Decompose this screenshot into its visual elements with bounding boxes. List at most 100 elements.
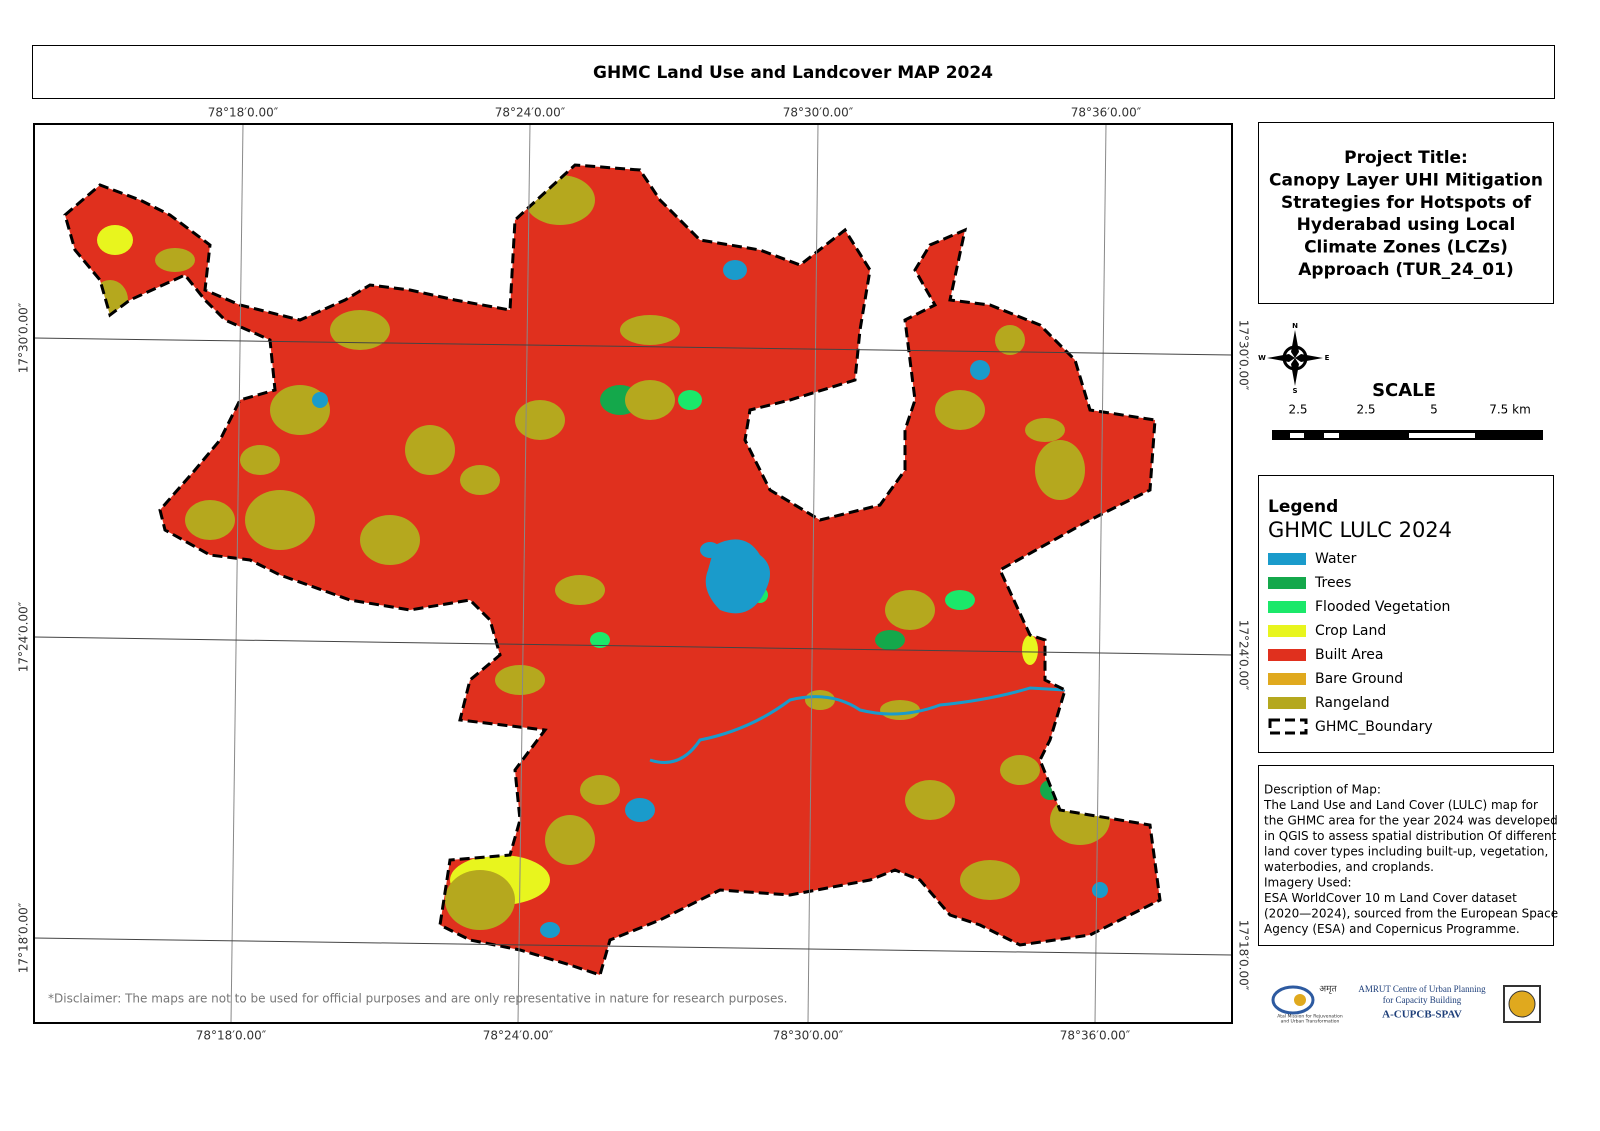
land-cover-patch — [555, 575, 605, 605]
map-title: GHMC Land Use and Landcover MAP 2024 — [593, 63, 993, 83]
amrut-hindi: अमृत — [1319, 985, 1337, 995]
land-cover-patch — [885, 590, 935, 630]
land-cover-patch — [580, 775, 620, 805]
legend-swatch — [1268, 601, 1306, 613]
land-cover-patch — [678, 390, 702, 410]
longitude-label: 78°24′0.00″ — [483, 1029, 554, 1043]
land-cover-patches — [92, 175, 1110, 938]
graticule-line — [517, 124, 531, 1023]
amrut-caption: Atal Mission for Rejuvenation — [1277, 1014, 1343, 1020]
legend-label: Flooded Vegetation — [1315, 599, 1450, 615]
centre-name: for Capacity Building — [1383, 995, 1462, 1005]
latitude-label: 17°24′0.00″ — [17, 601, 31, 672]
project-title-line: Climate Zones (LCZs) — [1304, 238, 1508, 258]
land-cover-patch — [1092, 882, 1108, 898]
land-cover-patch — [1035, 440, 1085, 500]
land-cover-patch — [185, 500, 235, 540]
disclaimer: *Disclaimer: The maps are not to be used… — [48, 992, 787, 1006]
description-line: in QGIS to assess spatial distribution O… — [1264, 829, 1557, 843]
land-cover-patch — [545, 815, 595, 865]
legend-label: Crop Land — [1315, 623, 1386, 639]
legend-title: Legend — [1268, 497, 1338, 517]
land-cover-patch — [97, 225, 133, 255]
legend-swatch — [1268, 577, 1306, 589]
map-frame — [33, 123, 1233, 1024]
project-title-line: Approach (TUR_24_01) — [1298, 260, 1513, 280]
amrut-logo-dot — [1294, 994, 1306, 1006]
longitude-label: 78°18′0.00″ — [196, 1029, 267, 1043]
scale-seg — [1290, 433, 1304, 438]
scale-label: 2.5 — [1356, 403, 1375, 417]
description-line: ESA WorldCover 10 m Land Cover dataset — [1264, 891, 1517, 905]
project-title-line: Project Title: — [1344, 148, 1468, 168]
land-cover-patch — [625, 798, 655, 822]
longitude-label: 78°36′0.00″ — [1060, 1029, 1131, 1043]
land-cover-patch — [945, 590, 975, 610]
description-line: The Land Use and Land Cover (LULC) map f… — [1263, 798, 1538, 812]
land-cover-patch — [1025, 418, 1065, 442]
built-area — [65, 165, 1160, 975]
graticule-line — [34, 337, 1232, 356]
land-cover-patch — [880, 700, 920, 720]
legend-label: Rangeland — [1315, 695, 1390, 711]
title-box — [32, 45, 1555, 99]
project-title-line: Hyderabad using Local — [1297, 215, 1516, 235]
scale-label: 2.5 — [1288, 403, 1307, 417]
land-cover-patch — [360, 515, 420, 565]
legend-label: Bare Ground — [1315, 671, 1403, 687]
land-cover-patch — [590, 632, 610, 648]
scale-seg — [1409, 433, 1475, 438]
scale-title: SCALE — [1372, 380, 1436, 401]
land-cover-patch — [515, 400, 565, 440]
latitude-label: 17°24′0.00″ — [1237, 620, 1251, 691]
land-cover-patch — [970, 360, 990, 380]
project-title-line: Strategies for Hotspots of — [1281, 193, 1532, 213]
land-cover-patch — [935, 390, 985, 430]
legend-swatch — [1268, 553, 1306, 565]
land-cover-patch — [723, 260, 747, 280]
amrut-logo — [1271, 985, 1315, 1015]
description-line: Description of Map: — [1264, 783, 1381, 797]
scale-label: 5 — [1430, 403, 1438, 417]
legend-swatch — [1268, 697, 1306, 709]
legend-layer: GHMC LULC 2024 — [1268, 518, 1452, 542]
spav-logo-disc — [1508, 990, 1536, 1018]
latitude-label: 17°18′0.00″ — [17, 902, 31, 973]
legend-swatch — [1268, 718, 1308, 735]
latitude-label: 17°18′0.00″ — [1237, 920, 1251, 991]
compass-needles — [1267, 330, 1323, 386]
description-line: land cover types including built-up, veg… — [1264, 845, 1548, 859]
latitude-label: 17°30′0.00″ — [1237, 320, 1251, 391]
land-cover-patch — [905, 780, 955, 820]
longitude-label: 78°30′0.00″ — [773, 1029, 844, 1043]
scale-bar-base — [1272, 430, 1543, 440]
scale-seg — [1324, 433, 1339, 438]
project-title-line: Canopy Layer UHI Mitigation — [1269, 170, 1543, 190]
legend-swatch — [1268, 649, 1306, 661]
land-cover-patch — [1000, 755, 1040, 785]
description-line: (2020—2024), sourced from the European S… — [1264, 907, 1558, 921]
scale-bar — [1272, 430, 1543, 440]
graticule-line — [1094, 124, 1107, 1023]
land-cover-patch — [405, 425, 455, 475]
centre-acronym: A-CUPCB-SPAV — [1382, 1009, 1462, 1021]
land-cover-patch — [460, 465, 500, 495]
compass-s: S — [1292, 387, 1297, 395]
land-cover-patch — [805, 690, 835, 710]
map-content — [34, 124, 1232, 1023]
graticule-line — [34, 636, 1232, 656]
graticule-line — [807, 124, 819, 1023]
land-cover-patch — [1022, 635, 1038, 665]
land-cover-patch — [240, 445, 280, 475]
description-line: Agency (ESA) and Copernicus Programme. — [1264, 922, 1520, 936]
land-cover-patch — [875, 630, 905, 650]
legend-box — [1258, 475, 1554, 753]
project-box — [1258, 122, 1554, 304]
graticule-line — [34, 937, 1232, 956]
legend-swatch — [1268, 673, 1306, 685]
compass-e: E — [1325, 354, 1330, 362]
land-cover-patch — [540, 922, 560, 938]
longitude-label: 78°18′0.00″ — [208, 106, 279, 120]
land-cover-patch — [995, 325, 1025, 355]
